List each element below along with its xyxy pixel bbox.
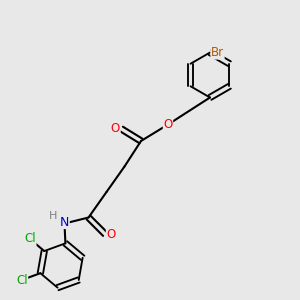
Text: Br: Br xyxy=(211,46,224,59)
Text: O: O xyxy=(106,227,116,241)
Text: O: O xyxy=(164,118,172,131)
Text: H: H xyxy=(49,211,57,221)
Text: O: O xyxy=(111,122,120,136)
Text: N: N xyxy=(60,215,69,229)
Text: Cl: Cl xyxy=(16,274,28,287)
Text: Cl: Cl xyxy=(24,232,36,245)
